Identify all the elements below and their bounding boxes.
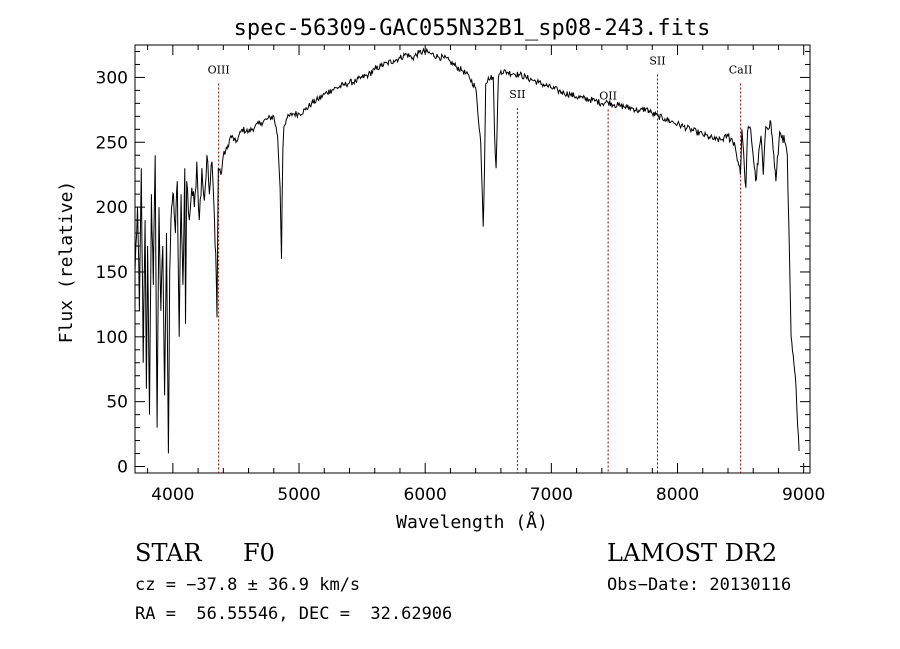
object-subclass: F0 (243, 539, 275, 567)
x-tick-label: 5000 (277, 485, 320, 505)
y-tick-label: 300 (96, 68, 128, 88)
spectral-line-label: CaII (729, 64, 753, 77)
redshift-text: cz = −37.8 ± 36.9 km/s (135, 575, 361, 595)
y-tick-label: 0 (117, 458, 128, 478)
x-tick-label: 9000 (782, 485, 825, 505)
spectral-line-label: OIII (208, 64, 230, 77)
object-type: STAR (135, 539, 202, 567)
spectral-line-label: SII (649, 54, 665, 67)
x-axis-label: Wavelength (Å) (396, 511, 548, 533)
x-tick-label: 6000 (404, 485, 447, 505)
y-tick-label: 50 (106, 393, 128, 413)
obs-date-text: Obs−Date: 20130116 (607, 575, 792, 595)
x-tick-label: 8000 (656, 485, 699, 505)
spectral-line-markers: OIII SII OII SII CaII (208, 54, 753, 473)
coords-text: RA = 56.55546, DEC = 32.62906 (135, 604, 453, 624)
plot-frame (134, 44, 811, 474)
axes: 4000 5000 6000 7000 8000 9000 0 50 100 150 200 250 3… (96, 45, 825, 505)
y-tick-label: 250 (96, 133, 128, 153)
y-tick-label: 100 (96, 328, 128, 348)
y-axis-label: Flux (relative) (56, 181, 77, 344)
y-tick-label: 200 (96, 198, 128, 218)
spectral-line-label: OII (599, 89, 617, 102)
chart-title: spec-56309-GAC055N32B1_sp08-243.fits (234, 16, 711, 41)
spectral-line-label: SII (509, 88, 525, 101)
y-tick-label: 150 (96, 263, 128, 283)
spectrum-line (134, 47, 800, 454)
x-tick-label: 7000 (530, 485, 573, 505)
x-tick-label: 4000 (151, 485, 194, 505)
survey-name: LAMOST DR2 (607, 539, 778, 567)
